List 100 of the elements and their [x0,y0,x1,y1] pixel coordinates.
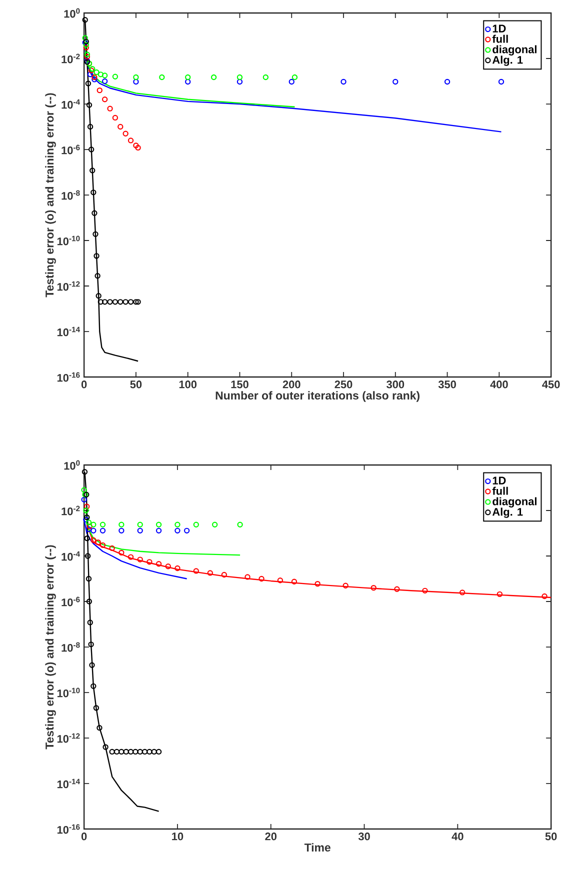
line-series [84,42,296,108]
point [236,78,243,85]
point [86,526,92,532]
point [146,748,152,755]
point [142,748,148,755]
point [133,78,139,85]
y-tick-label: 10$^{-10}$ [57,688,80,698]
point [174,565,180,572]
legend-label: diagonal [492,497,536,508]
point [83,44,89,50]
y-tick-label: 10$^{-12}$ [57,733,80,743]
point [244,574,250,580]
point [89,662,95,668]
point [81,487,87,493]
y-tick-label: 10$^{-4}$ [62,99,80,109]
y-axis-title: Testing error (o) and training error (--) [45,93,56,298]
legend-label: full [492,486,508,495]
y-tick-label: 10$^{-14}$ [57,326,80,336]
point [87,620,93,626]
point [83,42,89,48]
point [86,520,92,526]
point [86,102,92,108]
point [392,78,398,85]
y-tick-label: 10$^{-2}$ [62,506,80,516]
point [109,545,115,552]
point [95,539,101,546]
point [94,69,100,76]
point [98,299,104,305]
point [81,496,87,502]
point [84,52,90,58]
y-tick-label: 10$^{-6}$ [62,596,80,606]
y-tick-label: 10$^{-16}$ [57,372,80,382]
point [100,528,106,534]
point [133,142,139,148]
point [496,591,503,598]
point [133,299,139,305]
point [82,35,88,41]
point [86,524,92,530]
point [90,528,96,534]
point [102,744,108,750]
point [184,78,191,85]
point [87,124,94,130]
point [156,522,162,528]
point [92,231,98,238]
point [212,522,218,528]
point [422,588,428,594]
point [90,168,96,174]
point [100,542,106,548]
point [118,299,124,305]
point [340,78,346,85]
x-tick-label: 40 [452,832,464,840]
point [184,528,190,534]
x-tick-label: 450 [542,380,560,388]
point [94,273,100,279]
point [107,106,113,112]
point [193,522,199,528]
x-tick-label: 100 [179,380,196,388]
point [118,748,124,755]
point [137,556,143,562]
x-tick-label: 350 [438,380,456,388]
point [370,584,376,591]
point [122,130,128,136]
y-tick-label: 10$^{-6}$ [62,144,80,154]
x-tick-label: 300 [386,380,404,388]
point [84,504,90,510]
point [88,146,94,152]
legend-label: Alg. 1 [492,508,523,518]
point [118,124,124,130]
point [112,299,118,305]
y-tick-label: 10$^{0}$ [64,460,80,470]
x-tick-label: 400 [490,380,508,388]
point [84,553,91,559]
point [96,87,102,94]
point [102,299,108,305]
point [87,72,94,78]
point [128,748,134,755]
point [90,522,96,528]
point [112,74,118,80]
y-axis-title: Testing error (o) and training error (--) [45,545,56,750]
point [118,522,124,528]
point [107,299,113,305]
point [135,144,141,151]
point [109,748,115,755]
point [137,522,143,528]
point [122,299,128,305]
point [444,78,450,85]
point [96,724,102,731]
point [137,528,143,534]
legend-label: 1D [492,476,506,484]
point [210,74,217,80]
point [98,72,104,78]
point [193,568,199,574]
y-tick-label: 10$^{-8}$ [62,190,80,200]
point [207,570,213,576]
y-tick-label: 10$^{-2}$ [62,54,80,64]
point [258,576,264,582]
point [174,522,180,528]
point [184,74,191,80]
point [159,74,165,80]
x-tick-label: 0 [81,832,87,840]
